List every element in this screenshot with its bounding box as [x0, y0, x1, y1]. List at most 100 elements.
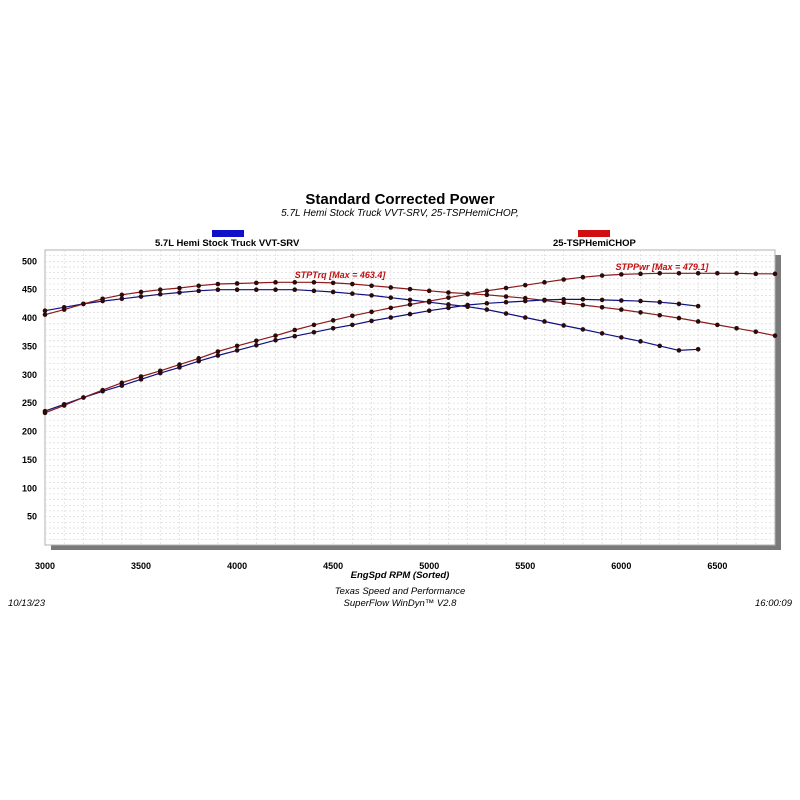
series-2	[42, 280, 778, 338]
legend-label-stock: 5.7L Hemi Stock Truck VVT-SRV	[155, 238, 300, 249]
data-point	[388, 315, 394, 320]
data-point	[580, 302, 586, 308]
data-point	[542, 297, 547, 303]
data-point	[599, 273, 605, 278]
data-point	[330, 318, 336, 323]
chart-subtitle: 5.7L Hemi Stock Truck VVT-SRV, 25-TSPHem…	[281, 208, 519, 219]
data-point	[350, 291, 355, 296]
y-tick-label: 200	[22, 427, 37, 437]
data-point	[484, 292, 490, 298]
data-point	[369, 293, 374, 298]
data-point	[753, 271, 759, 277]
data-point	[292, 333, 298, 339]
x-tick-label: 4500	[323, 561, 343, 571]
y-tick-label: 350	[22, 341, 37, 351]
data-point	[42, 308, 48, 314]
data-point	[772, 271, 778, 277]
data-point	[484, 307, 490, 312]
data-point	[311, 288, 317, 294]
data-point	[676, 348, 682, 353]
footer-date: 10/13/23	[8, 598, 45, 609]
x-axis-title: EngSpd RPM (Sorted)	[350, 570, 450, 581]
data-point	[100, 387, 105, 393]
data-point	[561, 277, 566, 282]
data-point	[695, 346, 701, 352]
data-point	[273, 333, 278, 338]
data-point	[407, 286, 413, 292]
data-point	[138, 289, 144, 295]
data-point	[522, 282, 528, 288]
data-point	[542, 319, 547, 324]
data-point	[177, 362, 182, 367]
chart-title: Standard Corrected Power	[305, 191, 495, 208]
y-tick-label: 400	[22, 313, 37, 323]
data-point	[638, 298, 643, 304]
data-point	[234, 287, 240, 293]
data-point	[426, 288, 432, 294]
data-point	[273, 287, 278, 293]
data-point	[138, 374, 144, 379]
data-point	[734, 270, 739, 276]
data-point	[42, 312, 48, 317]
data-point	[676, 315, 682, 321]
data-point	[215, 287, 221, 293]
legend-label-chop: 25-TSPHemiCHOP	[553, 238, 636, 249]
x-tick-label: 6500	[707, 561, 727, 571]
data-point	[350, 322, 355, 328]
x-tick-label: 5000	[419, 561, 439, 571]
data-point	[311, 280, 317, 285]
data-point	[561, 300, 566, 306]
data-point	[388, 295, 394, 300]
data-point	[580, 327, 586, 332]
y-tick-label: 250	[22, 398, 37, 408]
data-point	[753, 329, 759, 334]
data-point	[561, 323, 566, 328]
data-point	[619, 272, 624, 277]
legend-swatch-chop	[578, 230, 610, 237]
data-point	[503, 294, 509, 299]
data-point	[388, 285, 394, 290]
data-point	[638, 310, 643, 315]
data-point	[772, 333, 778, 338]
y-tick-label: 300	[22, 370, 37, 380]
x-tick-label: 3000	[35, 561, 55, 571]
data-point	[619, 298, 624, 303]
data-point	[426, 298, 432, 304]
data-point	[426, 308, 432, 314]
data-point	[42, 410, 48, 416]
data-point	[695, 319, 701, 324]
data-point	[100, 296, 105, 302]
data-point	[503, 311, 509, 316]
data-point	[619, 335, 624, 340]
data-point	[599, 331, 605, 336]
data-point	[177, 285, 182, 291]
data-point	[157, 287, 163, 293]
data-point	[695, 303, 701, 309]
data-point	[484, 288, 490, 294]
data-point	[619, 307, 624, 312]
data-point	[446, 290, 451, 295]
data-point	[292, 327, 298, 333]
data-point	[119, 380, 125, 386]
data-point	[177, 290, 182, 295]
series-1	[42, 287, 701, 353]
data-point	[273, 280, 278, 285]
footer-company: Texas Speed and Performance	[334, 586, 466, 597]
data-point	[446, 305, 451, 311]
y-tick-label: 150	[22, 455, 37, 465]
data-point	[465, 302, 470, 308]
data-point	[215, 353, 221, 358]
y-tick-label: 100	[22, 483, 37, 493]
data-point	[330, 325, 336, 331]
data-point	[580, 297, 586, 302]
data-point	[407, 297, 413, 303]
footer-software: SuperFlow WinDyn™ V2.8	[343, 598, 457, 609]
data-point	[254, 280, 259, 286]
data-point	[734, 325, 739, 331]
data-point	[638, 271, 643, 277]
data-point	[676, 301, 682, 307]
data-point	[657, 299, 663, 305]
data-point	[561, 297, 566, 302]
footer-time: 16:00:09	[755, 598, 792, 609]
